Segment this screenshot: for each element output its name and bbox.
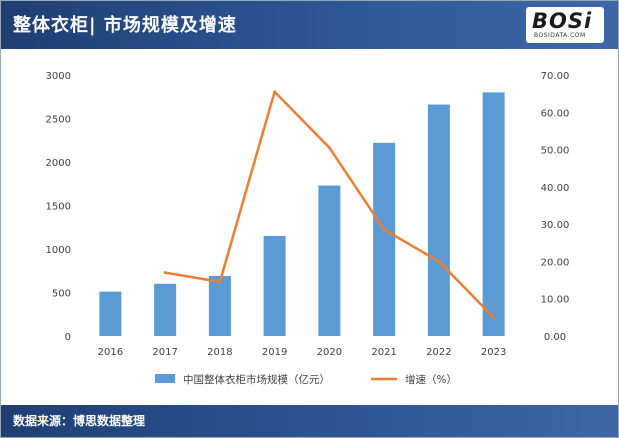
y-right-tick-label: 30.00 <box>541 220 570 231</box>
bar <box>427 104 450 336</box>
y-left-tick-label: 1000 <box>46 245 71 256</box>
footer-bar: 数据来源：博思数据整理 <box>1 405 618 437</box>
y-left-tick-label: 1500 <box>46 202 71 213</box>
x-tick-label: 2023 <box>481 347 506 358</box>
bar <box>318 185 341 336</box>
y-right-tick-label: 70.00 <box>541 71 570 82</box>
y-right-tick-label: 40.00 <box>541 183 570 194</box>
y-left-tick-label: 2000 <box>46 158 71 169</box>
y-left-tick-label: 0 <box>65 332 71 343</box>
y-right-tick-label: 50.00 <box>541 146 570 157</box>
x-tick-label: 2018 <box>207 347 232 358</box>
logo-url: BOSIDATA.COM <box>534 32 586 39</box>
bosi-logo: BOSi BOSIDATA.COM <box>526 7 604 43</box>
x-tick-label: 2021 <box>371 347 396 358</box>
y-right-tick-label: 10.00 <box>541 295 570 306</box>
legend-label-bar: 中国整体衣柜市场规模（亿元） <box>183 373 330 386</box>
y-left-tick-label: 500 <box>52 289 71 300</box>
y-left-tick-label: 3000 <box>46 71 71 82</box>
x-tick-label: 2022 <box>426 347 451 358</box>
x-tick-label: 2020 <box>317 347 342 358</box>
growth-point <box>273 90 277 94</box>
x-tick-label: 2017 <box>152 347 177 358</box>
header-bar: 整体衣柜| 市场规模及增速 BOSi BOSIDATA.COM <box>1 1 618 49</box>
growth-point <box>163 271 167 275</box>
growth-point <box>492 315 496 319</box>
legend-swatch-bar <box>155 374 175 383</box>
x-tick-label: 2016 <box>98 347 123 358</box>
growth-point <box>437 259 441 263</box>
bar <box>482 92 505 337</box>
bar <box>99 291 122 336</box>
bar <box>373 142 396 336</box>
y-right-tick-label: 20.00 <box>541 257 570 268</box>
source-note: 数据来源：博思数据整理 <box>13 414 146 428</box>
logo-text: BOSi <box>532 9 593 33</box>
y-right-tick-label: 0.00 <box>544 332 566 343</box>
growth-point <box>382 228 386 232</box>
page-title: 整体衣柜| 市场规模及增速 <box>13 15 237 36</box>
y-right-tick-label: 60.00 <box>541 108 570 119</box>
legend-label-line: 增速（%） <box>405 373 457 386</box>
bar <box>263 235 286 336</box>
growth-point <box>218 280 222 284</box>
combo-chart: 0 500 1000 1500 2000 2500 3000 0.00 10.00 20.00 30… <box>46 71 570 386</box>
bar <box>154 283 177 336</box>
x-tick-label: 2019 <box>262 347 287 358</box>
y-left-tick-label: 2500 <box>46 115 71 126</box>
bar <box>208 275 231 336</box>
growth-point <box>327 146 331 150</box>
